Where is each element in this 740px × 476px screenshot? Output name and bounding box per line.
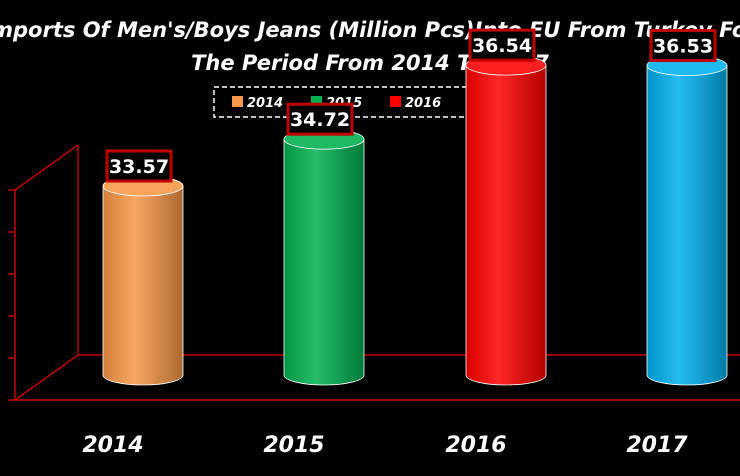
- bar-body: [283, 138, 365, 386]
- data-label-box: [105, 149, 173, 183]
- floor-side-edge: [14, 354, 79, 401]
- data-label-box: [468, 28, 536, 62]
- bar: [283, 128, 365, 386]
- legend-swatch: [232, 96, 243, 107]
- data-label-text: 36.54: [472, 35, 532, 57]
- data-label: 36.53: [649, 29, 717, 63]
- x-tick-label: 2015: [263, 433, 324, 458]
- x-tick-label: 2014: [82, 433, 143, 458]
- chart-title-line-1: Imports Of Men's/Boys Jeans (Million Pcs…: [0, 18, 740, 42]
- x-tick-label: 2016: [445, 433, 506, 458]
- legend-swatch: [390, 96, 401, 107]
- bar: [465, 54, 547, 386]
- data-label: 36.54: [468, 28, 536, 62]
- category-labels: 2014 2015 2016 2017: [82, 433, 688, 458]
- data-label: 33.57: [105, 149, 173, 183]
- chart-title: Imports Of Men's/Boys Jeans (Million Pcs…: [0, 18, 740, 75]
- data-label-text: 36.53: [653, 36, 713, 58]
- data-label-box: [649, 29, 717, 63]
- legend-label: 2014: [247, 96, 283, 111]
- data-label-text: 33.57: [109, 156, 169, 178]
- x-tick-label: 2017: [626, 433, 688, 458]
- data-label-box: [286, 102, 354, 136]
- plot-frame: [8, 144, 740, 401]
- data-label: 34.72: [286, 102, 354, 136]
- legend-swatch: [311, 96, 322, 107]
- bar-body: [102, 185, 184, 386]
- bar-series: 33.57 34.72 36.54 36.53: [102, 28, 728, 386]
- bar-body: [465, 64, 547, 386]
- bar-body: [646, 65, 728, 386]
- legend-label: 2016: [405, 96, 441, 111]
- data-label-text: 34.72: [290, 109, 350, 131]
- bar: [102, 175, 184, 386]
- back-wall-top-edge: [14, 144, 79, 191]
- bar: [646, 55, 728, 386]
